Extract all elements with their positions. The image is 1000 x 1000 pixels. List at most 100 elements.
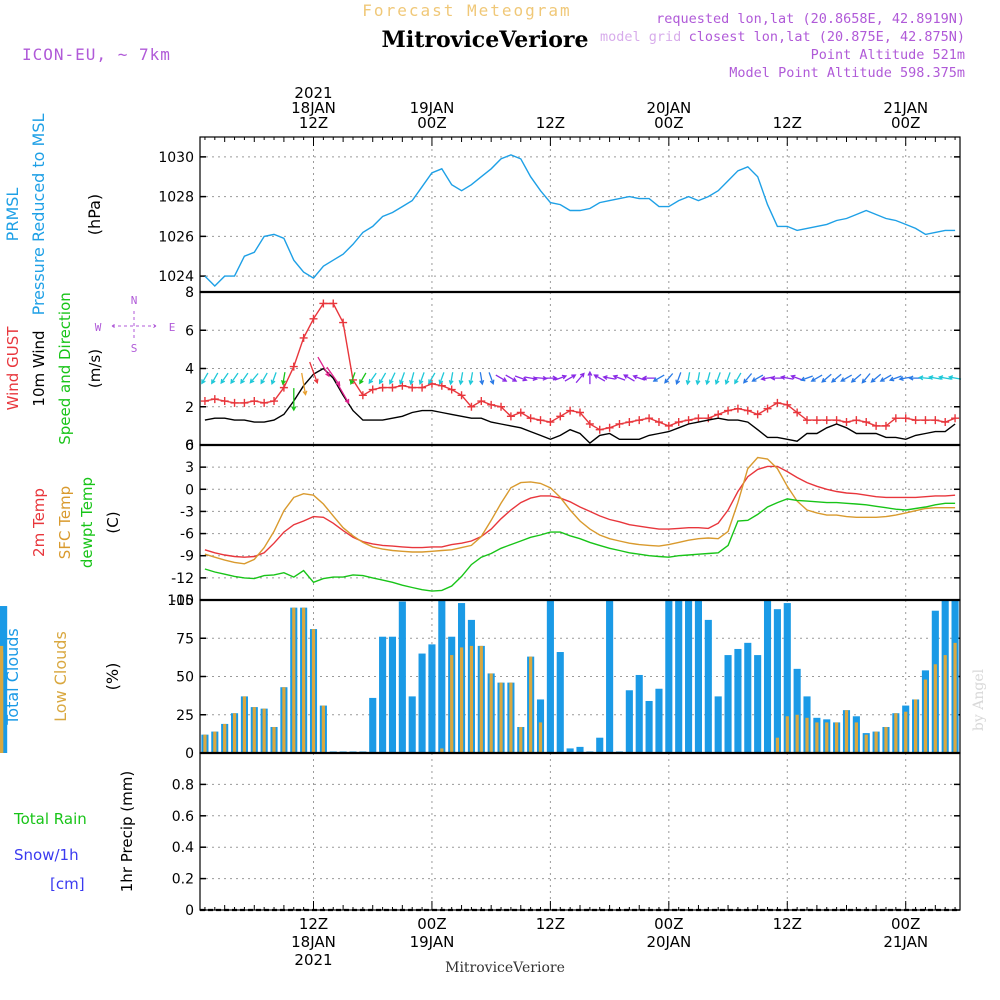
total-cloud-bar [556,652,564,753]
wind-arrow [554,374,568,381]
compass-letter: E [169,321,176,334]
compass-letter: W [95,321,102,334]
y-axis-label: Wind GUST [4,326,22,411]
total-cloud-bar [566,748,574,753]
total-cloud-bar [655,688,663,753]
wind-arrow [468,372,474,386]
y-axis-label: (m/s) [86,349,104,388]
gust-marker [358,391,367,400]
wind-arrow [317,356,330,378]
y-tick-label: 2 [185,400,194,416]
time-label-top: 21JAN [883,99,928,117]
series-line-1 [204,456,956,565]
gust-marker [447,385,456,394]
wind-arrow [418,372,425,385]
time-label-top: 20JAN [646,99,691,117]
low-cloud-bar [825,722,829,753]
wind-arrow [751,374,764,382]
wind-arrow [685,372,691,386]
gust-marker [763,404,772,413]
low-cloud-bar [933,664,937,753]
gust-marker [408,383,417,392]
time-label-bottom: 18JAN [291,933,336,951]
y-axis-label: (C) [104,511,122,533]
compass-letter: N [131,294,138,307]
low-cloud-bar [775,737,780,753]
wind-arrow [359,372,367,385]
gust-marker [872,421,881,430]
gust-marker [467,402,476,411]
requested-location: requested lon,lat (20.8658E, 42.8919N) [656,11,965,27]
wind-arrow [780,375,794,381]
panel-3: 0 25 50 75 100 Total Clouds Low Clouds (%) [0,593,961,762]
low-cloud-bar [509,682,513,753]
y-tick-label: 6 [185,323,194,339]
gust-marker [783,400,792,409]
low-cloud-bar [538,722,543,753]
total-cloud-bar [744,642,752,753]
wind-arrow [850,373,862,383]
wind-arrow [488,372,495,385]
wind-arrow [301,372,308,396]
low-cloud-bar [904,711,908,753]
y-axis-label: Low Clouds [51,631,70,722]
wind-arrow [587,370,593,385]
wind-arrow [821,373,832,383]
compass-letter: S [131,342,138,355]
total-cloud-bar [0,606,8,753]
y-tick-label: 0.2 [172,872,194,888]
series-line-0 [204,154,956,287]
panels-group: 1024 1026 1028 1030 PRMSL Pressure Reduced to… [0,84,962,969]
y-tick-label: 100 [167,593,194,609]
time-label-top: 12Z [536,114,565,132]
gust-marker [299,333,308,342]
gust-marker [457,391,466,400]
y-axis-label: 2m Temp [30,488,48,557]
wind-arrow [524,376,538,382]
total-cloud-bar [724,655,732,753]
gust-marker [329,299,338,308]
gust-marker [822,416,831,425]
wind-arrow [714,372,721,385]
wind-arrow [770,375,784,381]
total-cloud-bar [685,600,693,753]
y-axis-label: 10m Wind [30,330,48,406]
total-cloud-bar [783,603,791,753]
wind-arrow [937,375,952,381]
wind-arrow [291,388,297,412]
wind-arrow [888,375,902,382]
y-tick-label: 50 [176,670,194,686]
series-line-1 [204,367,956,445]
gust-marker [694,414,703,423]
gust-marker [437,381,446,390]
total-cloud-bar [418,653,426,753]
gust-marker [220,397,229,406]
wind-arrow [249,373,259,384]
wind-arrow [230,372,239,385]
gust-marker [901,414,910,423]
y-tick-label: -15 [171,593,194,609]
wind-arrow [564,374,577,382]
low-cloud-bar [232,713,237,753]
time-label-bottom: 21JAN [883,933,928,951]
gust-marker [270,397,279,406]
y-axis-label: PRMSL [3,188,22,242]
gust-marker [388,383,397,392]
y-tick-label: 3 [185,460,194,476]
y-tick-label: 1030 [158,150,194,166]
time-label-bottom: 00Z [654,915,683,933]
series-line-2 [204,498,956,592]
gust-marker [852,416,861,425]
low-cloud-bar [459,647,464,753]
low-cloud-bar [529,656,533,753]
y-axis-label: Pressure Reduced to MSL [29,113,48,315]
gust-marker [664,421,673,430]
wind-arrow [724,372,731,385]
gust-marker [516,408,525,417]
wind-arrow [612,374,626,381]
low-cloud-bar [884,726,888,753]
low-cloud-bar [440,748,444,753]
y-tick-label: 6 [185,438,194,454]
time-label-top: 00Z [654,114,683,132]
